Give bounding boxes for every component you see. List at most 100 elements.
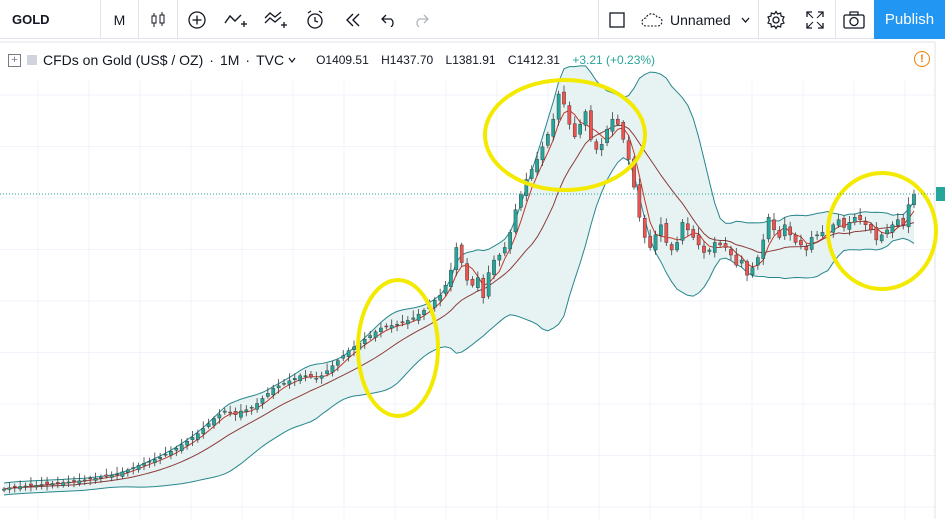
candle-body [745,261,749,276]
candle-body [330,365,335,373]
candle-body [847,222,852,230]
candle-body [61,482,66,486]
candle-body [879,234,884,242]
candle-body [686,223,690,231]
legend-source: TVC [256,52,285,68]
candle-body [508,232,512,250]
candle-body [842,218,846,228]
highlight-circles [356,78,938,418]
flag-icon[interactable] [27,55,37,65]
candle-body [476,277,480,288]
candle-body [185,440,189,446]
warning-icon[interactable]: ! [914,51,930,67]
candle-body [675,242,679,251]
candle-body [589,110,593,140]
candle-body [362,339,367,344]
candle-body [449,269,453,287]
candles-icon[interactable] [139,0,177,39]
candle-body [34,485,39,488]
candle-body [72,480,76,482]
open-value: O1409.51 [316,53,369,67]
candle-body [626,140,631,160]
candle-body [481,277,486,298]
candle-body [309,374,313,378]
candle-body [303,375,308,377]
candle-body [459,244,464,263]
candle-body [336,360,340,366]
candle-body [664,223,669,243]
candle-body [115,473,119,476]
candle-body [432,300,437,308]
expand-icon[interactable]: + [8,53,21,67]
candle-body [788,226,792,236]
candle-body [271,388,276,396]
candle-body [621,121,626,140]
indicators-icon[interactable] [216,0,256,39]
candle-body [29,483,33,486]
last-price-marker [936,187,945,201]
candle-body [395,324,399,326]
candle-body [648,236,652,248]
legend-interval: 1M [219,52,240,68]
add-indicator-icon[interactable] [178,0,216,39]
camera-icon[interactable] [836,0,872,39]
candle-body [734,254,739,266]
divider [758,0,759,39]
band-fill [4,65,914,496]
lower-band-line [3,157,915,496]
candle-body [874,227,879,241]
candle-body [599,144,604,151]
candle-body [384,325,389,328]
candle-body [524,179,529,196]
candle-body [761,239,766,259]
candle-body [233,411,238,415]
candle-body [249,407,254,409]
candle-body [239,410,243,418]
candle-body [739,259,744,264]
upper-band-line [3,65,915,484]
candle-body [659,224,663,236]
candle-body [815,234,819,237]
candle-body [169,451,173,456]
candle-body [616,118,620,125]
candle-body [163,454,168,456]
chevron-down-icon[interactable] [288,57,296,63]
candle-body [18,486,22,490]
candle-body [513,209,518,233]
fullscreen-square-icon[interactable] [599,0,635,39]
candle-body [12,486,17,488]
gear-icon[interactable] [759,0,793,39]
publish-button[interactable]: Publish [874,0,945,39]
candle-body [836,219,841,226]
symbol-search[interactable]: GOLD [12,12,50,27]
candle-body [352,346,356,350]
price-chart[interactable] [0,39,945,519]
candle-body [793,234,798,243]
candle-body [809,237,814,250]
chevron-down-icon [741,17,750,23]
layout-name-button[interactable]: Unnamed [640,0,758,39]
layout-name-label: Unnamed [670,11,731,28]
candle-body [50,483,55,486]
candle-body [201,428,206,434]
undo-icon[interactable] [372,0,406,39]
candle-body [222,410,227,413]
alert-icon[interactable] [296,0,334,39]
redo-icon[interactable] [406,0,436,39]
candle-body [341,355,346,359]
instrument-title[interactable]: CFDs on Gold (US$ / OZ) [43,52,204,68]
candle-body [454,247,459,270]
candle-body [718,242,722,246]
interval-button[interactable]: M [113,11,126,28]
candle-body [707,249,712,252]
compare-icon[interactable] [256,0,296,39]
replay-icon[interactable] [334,0,372,39]
candle-body [863,221,868,226]
candle-body [492,259,496,275]
candle-body [82,479,87,482]
fullscreen-icon[interactable] [798,0,832,39]
candle-body [379,327,383,332]
candle-body [77,480,82,484]
top-toolbar: GOLD M Unnamed [0,0,945,39]
candle-body [147,461,152,463]
